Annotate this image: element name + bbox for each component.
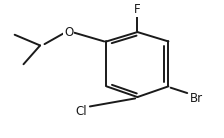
Text: Br: Br [190,92,203,105]
Text: Cl: Cl [75,105,87,118]
Text: F: F [134,3,141,16]
Text: O: O [64,26,73,39]
